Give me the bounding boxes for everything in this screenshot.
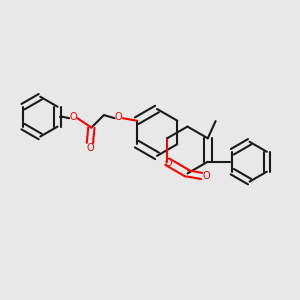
Text: O: O [165,158,172,168]
Text: O: O [115,112,122,122]
Text: O: O [70,112,77,122]
Text: O: O [202,171,210,181]
Text: O: O [86,143,94,153]
